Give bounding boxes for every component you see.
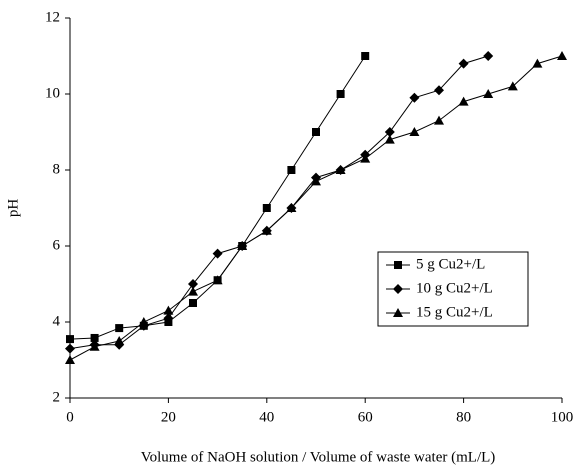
x-tick-label: 40 — [259, 409, 274, 425]
marker — [361, 52, 370, 60]
marker — [409, 127, 420, 136]
y-tick-label: 8 — [53, 161, 61, 177]
marker — [261, 225, 272, 235]
marker — [65, 355, 75, 364]
legend-label: 10 g Cu2+/L — [416, 280, 493, 296]
marker — [287, 166, 296, 174]
marker — [115, 324, 124, 333]
y-tick-label: 6 — [53, 237, 61, 253]
marker — [163, 313, 174, 324]
marker — [384, 127, 395, 137]
y-tick-label: 2 — [53, 389, 61, 405]
legend-label: 5 g Cu2+/L — [416, 256, 485, 272]
marker — [286, 203, 297, 212]
marker — [65, 343, 75, 354]
marker — [66, 335, 74, 344]
marker — [393, 284, 403, 294]
marker — [212, 248, 223, 259]
marker — [262, 204, 271, 212]
x-tick-label: 100 — [551, 409, 574, 425]
marker — [89, 341, 100, 351]
marker — [360, 153, 371, 163]
marker — [138, 317, 149, 326]
x-axis-label: Volume of NaOH solution / Volume of wast… — [141, 449, 496, 465]
marker — [335, 165, 346, 174]
series-line — [69, 55, 366, 340]
marker — [434, 85, 444, 96]
legend-label: 15 g Cu2+/L — [416, 304, 493, 320]
marker — [237, 241, 248, 250]
marker — [483, 89, 494, 98]
marker — [188, 286, 198, 296]
y-tick-label: 10 — [45, 85, 60, 101]
marker — [409, 92, 420, 103]
x-tick-label: 60 — [358, 409, 373, 425]
marker — [434, 115, 444, 125]
marker — [163, 305, 174, 315]
marker — [336, 90, 345, 98]
marker — [384, 134, 395, 144]
x-tick-label: 80 — [456, 409, 471, 425]
marker — [188, 279, 198, 289]
marker — [532, 58, 543, 68]
marker — [189, 299, 197, 307]
marker — [114, 336, 125, 345]
marker — [557, 51, 567, 60]
marker — [458, 96, 469, 106]
marker — [312, 128, 320, 136]
marker — [393, 308, 403, 317]
marker — [394, 261, 402, 269]
x-tick-label: 20 — [161, 409, 176, 425]
marker — [212, 275, 223, 285]
marker — [90, 333, 99, 342]
marker — [483, 51, 494, 61]
marker — [507, 81, 518, 91]
y-tick-label: 4 — [53, 313, 61, 329]
marker — [311, 176, 321, 186]
y-axis-label: pH — [5, 199, 21, 218]
x-tick-label: 0 — [66, 409, 74, 425]
marker — [458, 58, 469, 69]
y-tick-label: 12 — [45, 9, 60, 25]
